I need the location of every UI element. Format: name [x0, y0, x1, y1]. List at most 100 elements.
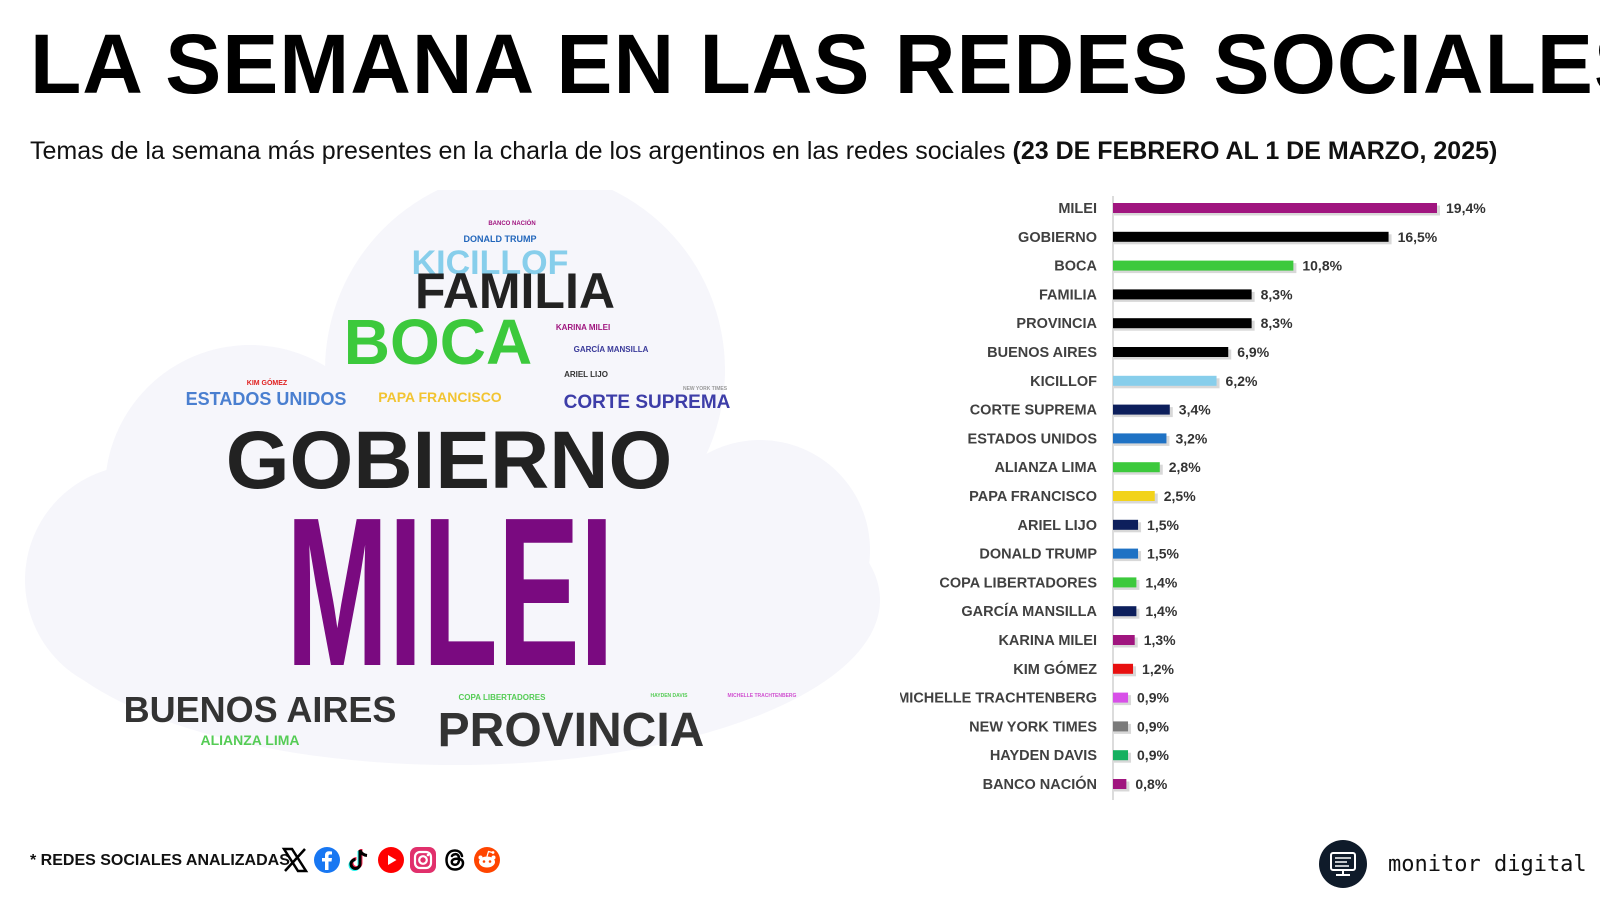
category-label-provincia: PROVINCIA — [1016, 316, 1097, 332]
subtitle-dates: (23 DE FEBRERO AL 1 DE MARZO, 2025) — [1012, 137, 1498, 165]
cloud-word-donald-trump: DONALD TRUMP — [464, 234, 537, 244]
category-label-karina-milei: KARINA MILEI — [998, 633, 1097, 649]
bar-ariel-lijo — [1113, 519, 1139, 530]
youtube-icon — [378, 847, 404, 873]
cloud-word-papa-francisco: PAPA FRANCISCO — [378, 389, 502, 405]
cloud-word-alianza-lima: ALIANZA LIMA — [200, 732, 299, 748]
subtitle-main: Temas de la semana más presentes en la c… — [30, 137, 1006, 165]
value-label-alianza-lima: 2,8% — [1169, 459, 1201, 475]
category-label-new-york-times: NEW YORK TIMES — [969, 719, 1097, 735]
category-label-hayden-davis: HAYDEN DAVIS — [990, 748, 1097, 764]
category-label-kicillof: KICILLOF — [1030, 374, 1097, 390]
facebook-icon — [314, 847, 340, 873]
value-label-kim-gomez: 1,2% — [1142, 661, 1174, 677]
category-label-garcia-mansilla: GARCÍA MANSILLA — [961, 603, 1097, 620]
cloud-word-buenos-aires: BUENOS AIRES — [124, 689, 397, 730]
value-label-donald-trump: 1,5% — [1147, 546, 1179, 562]
bar-michelle-trachtenberg — [1113, 692, 1129, 703]
networks-label: * REDES SOCIALES ANALIZADAS — [30, 852, 290, 869]
value-label-boca: 10,8% — [1302, 258, 1342, 274]
threads-icon — [445, 849, 465, 871]
category-label-copa-libertadores: COPA LIBERTADORES — [939, 575, 1097, 591]
category-label-corte-suprema: CORTE SUPREMA — [970, 403, 1098, 419]
cloud-word-banco-nacion: BANCO NACIÓN — [488, 219, 535, 227]
cloud-word-copa-libertadores: COPA LIBERTADORES — [459, 693, 547, 702]
value-label-corte-suprema: 3,4% — [1179, 402, 1211, 418]
value-label-michelle-trachtenberg: 0,9% — [1137, 690, 1169, 706]
cloud-word-milei: MILEI — [286, 473, 614, 710]
cloud-word-ariel-lijo: ARIEL LIJO — [564, 370, 608, 379]
category-label-familia: FAMILIA — [1039, 287, 1098, 303]
value-label-buenos-aires: 6,9% — [1237, 344, 1269, 360]
value-label-estados-unidos: 3,2% — [1175, 430, 1207, 446]
cloud-word-hayden-davis: HAYDEN DAVIS — [651, 693, 689, 699]
bar-papa-francisco — [1113, 491, 1155, 501]
monitor-digital-logo-icon — [1319, 840, 1367, 888]
value-label-copa-libertadores: 1,4% — [1145, 574, 1177, 590]
bar-kim-gomez — [1113, 663, 1134, 674]
category-label-alianza-lima: ALIANZA LIMA — [994, 460, 1097, 476]
value-label-familia: 8,3% — [1261, 286, 1293, 302]
value-label-milei: 19,4% — [1446, 200, 1486, 216]
cloud-word-kim-gomez: KIM GÓMEZ — [247, 378, 288, 387]
value-label-ariel-lijo: 1,5% — [1147, 517, 1179, 533]
bar-donald-trump — [1113, 548, 1139, 559]
cloud-word-familia: FAMILIA — [415, 263, 615, 319]
cloud-word-garcia-mansilla: GARCÍA MANSILLA — [574, 345, 649, 354]
category-label-boca: BOCA — [1054, 259, 1097, 275]
bar-hayden-davis — [1113, 750, 1129, 761]
category-label-milei: MILEI — [1058, 201, 1097, 217]
cloud-word-estados-unidos: ESTADOS UNIDOS — [186, 389, 347, 409]
bar-garcia-mansilla — [1113, 606, 1137, 617]
brand-name: monitor digital — [1388, 852, 1587, 877]
category-label-banco-nacion: BANCO NACIÓN — [983, 775, 1097, 793]
bar-gobierno — [1113, 231, 1389, 242]
bar-karina-milei — [1113, 635, 1135, 645]
cloud-word-michelle-trachtenberg: MICHELLE TRACHTENBERG — [728, 693, 797, 699]
value-label-banco-nacion: 0,8% — [1135, 776, 1167, 792]
reddit-icon — [474, 847, 500, 873]
cloud-word-karina-milei: KARINA MILEI — [556, 323, 610, 332]
value-label-new-york-times: 0,9% — [1137, 718, 1169, 734]
cloud-word-corte-suprema: CORTE SUPREMA — [564, 392, 731, 413]
cloud-shape — [25, 190, 880, 765]
category-label-ariel-lijo: ARIEL LIJO — [1018, 518, 1098, 534]
cloud-word-gobierno: GOBIERNO — [226, 415, 672, 506]
category-label-papa-francisco: PAPA FRANCISCO — [969, 489, 1097, 505]
x-icon — [281, 847, 309, 873]
cloud-word-kicillof: KICILLOF — [412, 244, 569, 282]
cloud-word-boca: BOCA — [344, 306, 532, 378]
page-subtitle: Temas de la semana más presentes en la c… — [30, 137, 1497, 166]
bar-buenos-aires — [1113, 347, 1229, 357]
bar-familia — [1113, 289, 1252, 300]
value-label-papa-francisco: 2,5% — [1164, 488, 1196, 504]
bar-provincia — [1113, 318, 1252, 329]
bar-chart: MILEI 19,4% GOBIERNO 16,5% BOCA 10,8% FAMILIA 8… — [900, 196, 1486, 800]
bar-copa-libertadores — [1113, 577, 1137, 588]
bar-layer: MILEI 19,4% GOBIERNO 16,5% BOCA 10,8% FAMILIA 8… — [900, 200, 1486, 793]
cloud-word-new-york-times: NEW YORK TIMES — [683, 386, 728, 392]
instagram-icon — [410, 847, 436, 873]
page-title: LA SEMANA EN LAS REDES SOCIALES — [30, 17, 1600, 111]
category-label-donald-trump: DONALD TRUMP — [979, 547, 1097, 563]
value-label-garcia-mansilla: 1,4% — [1145, 603, 1177, 619]
category-label-estados-unidos: ESTADOS UNIDOS — [968, 431, 1098, 447]
value-label-provincia: 8,3% — [1261, 315, 1293, 331]
bar-milei — [1113, 203, 1437, 213]
category-label-michelle-trachtenberg: MICHELLE TRACHTENBERG — [900, 691, 1097, 707]
value-label-gobierno: 16,5% — [1398, 229, 1438, 245]
value-label-karina-milei: 1,3% — [1144, 632, 1176, 648]
category-label-kim-gomez: KIM GÓMEZ — [1013, 660, 1097, 678]
bar-new-york-times — [1113, 721, 1129, 732]
bar-alianza-lima — [1113, 462, 1160, 473]
bar-boca — [1113, 260, 1294, 271]
category-label-gobierno: GOBIERNO — [1018, 230, 1097, 246]
category-label-buenos-aires: BUENOS AIRES — [987, 345, 1097, 361]
bar-corte-suprema — [1113, 404, 1170, 415]
value-label-hayden-davis: 0,9% — [1137, 747, 1169, 763]
value-label-kicillof: 6,2% — [1226, 373, 1258, 389]
bar-kicillof — [1113, 375, 1217, 386]
cloud-word-provincia: PROVINCIA — [438, 704, 705, 757]
